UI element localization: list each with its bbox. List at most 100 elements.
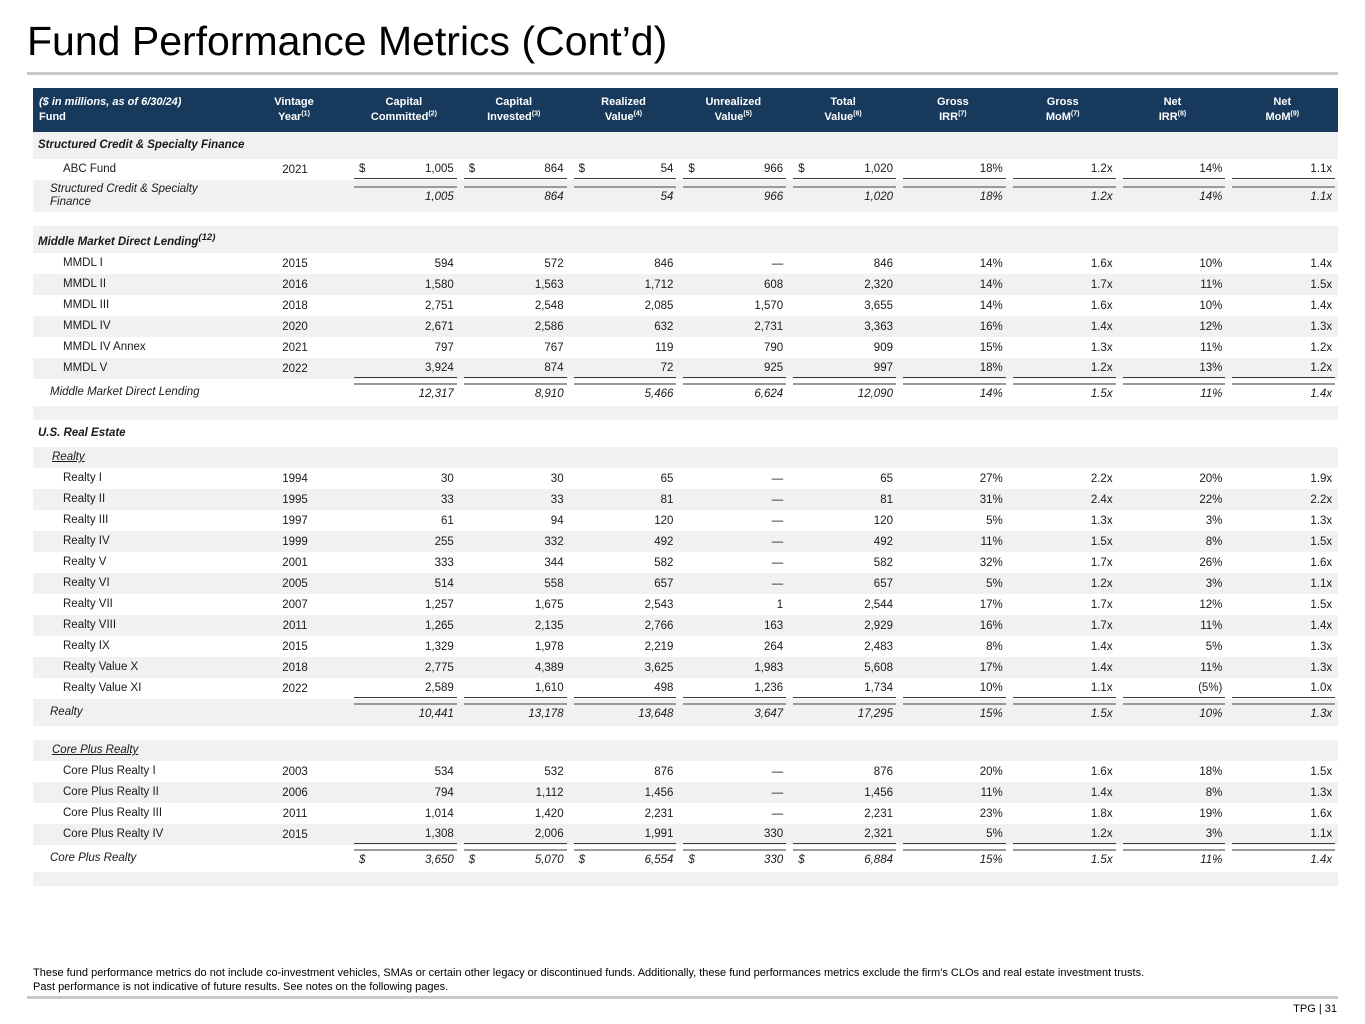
value-cell: 12% <box>1119 316 1229 337</box>
footnote-marker: (7) <box>958 110 967 118</box>
value: 532 <box>544 765 564 778</box>
value: 2,543 <box>644 598 674 611</box>
fund-row: Realty III 1997 61 94 120 — 120 5% 1.3x 3% 1.3x <box>33 510 1338 531</box>
value-cell: 5% <box>899 824 1009 845</box>
value: 582 <box>873 556 893 569</box>
value-cell: 794 <box>350 782 460 803</box>
value: 1,020 <box>864 163 893 175</box>
value: 14% <box>979 278 1003 291</box>
value-cell: 2,589 <box>350 678 460 699</box>
value-cell: 1.9x <box>1228 468 1338 489</box>
section-title-cell: Structured Credit & Specialty Finance <box>33 132 1338 159</box>
footnote-marker: (7) <box>1070 110 1080 118</box>
spacer-row <box>33 406 1339 420</box>
value: 31% <box>979 493 1003 506</box>
value-cell: 1.6x <box>1228 552 1338 573</box>
value: 18% <box>979 191 1003 203</box>
fund-name-cell: Realty II <box>33 489 240 510</box>
value: 3,363 <box>864 320 893 333</box>
fund-name: Realty VIII <box>63 619 117 631</box>
fund-name: Realty V <box>63 556 107 568</box>
footnote-marker: (12) <box>198 231 216 243</box>
value-cell: 14% <box>899 295 1009 316</box>
footnote-marker: (6) <box>853 110 862 118</box>
value: 10% <box>1199 257 1223 270</box>
value-cell: 3% <box>1119 824 1229 845</box>
fund-name: Core Plus Realty <box>50 852 137 864</box>
value: 1,265 <box>425 619 454 632</box>
value-cell: — <box>679 468 789 489</box>
value-cell: 1.4x <box>1228 845 1338 872</box>
value: 1,570 <box>754 299 784 312</box>
value: 14% <box>1199 191 1223 203</box>
fund-name-cell: Realty <box>33 699 240 726</box>
value: 1.5x <box>1090 853 1113 866</box>
fund-name: Realty II <box>63 493 106 505</box>
value-cell: 582 <box>789 552 899 573</box>
value: 1.3x <box>1310 514 1333 527</box>
value: 3,924 <box>425 362 454 374</box>
footnote-marker: (9) <box>1290 110 1300 118</box>
spacer-cell <box>33 406 1338 420</box>
value: 1.4x <box>1090 320 1113 333</box>
value: 11% <box>1200 661 1223 674</box>
fund-name-cell: Realty Value XI <box>33 678 240 699</box>
value: 6,624 <box>754 387 784 400</box>
fund-name-cell: Core Plus Realty II <box>33 782 240 803</box>
value: 3,647 <box>754 707 784 720</box>
vintage-year-cell: 1994 <box>282 472 308 485</box>
value: — <box>771 514 784 527</box>
value-cell: $6,554 <box>570 845 680 872</box>
value-cell: 344 <box>460 552 570 573</box>
dollar-sign: $ <box>688 163 695 175</box>
value: 1.3x <box>1090 514 1113 527</box>
value: 1.0x <box>1310 682 1333 694</box>
value-cell: 1.8x <box>1009 803 1119 824</box>
value: 846 <box>873 257 893 270</box>
value: 1.1x <box>1090 682 1113 694</box>
spacer-cell <box>33 212 1338 226</box>
value-cell: 163 <box>679 615 789 636</box>
value-cell: 1.5x <box>1228 761 1338 782</box>
fund-name-cell: MMDL IV <box>33 316 240 337</box>
value-cell: 332 <box>460 531 570 552</box>
vintage-year-cell: 1997 <box>282 514 308 527</box>
value: 17,295 <box>857 707 893 720</box>
value-cell: 1.1x <box>1228 573 1338 594</box>
fund-name: Realty IX <box>63 640 110 652</box>
value-cell: 1.2x <box>1009 824 1119 845</box>
value-cell: 3,625 <box>570 657 680 678</box>
value-cell: 1,420 <box>460 803 570 824</box>
value-cell: 18% <box>899 180 1009 212</box>
value: 22% <box>1199 493 1223 506</box>
value-cell: 8,910 <box>460 379 570 406</box>
value: — <box>771 577 784 590</box>
value: 12% <box>1199 598 1223 611</box>
value: 6,884 <box>864 853 893 866</box>
value: 1,005 <box>425 191 454 203</box>
value-cell: 255 <box>350 531 460 552</box>
fund-row: Realty VI 2005 514 558 657 — 657 5% 1.2x 3% 1.1x <box>33 573 1339 594</box>
value-cell: $864 <box>460 159 570 180</box>
value: 2,548 <box>534 299 564 312</box>
value-cell: 14% <box>899 379 1009 406</box>
value-cell: 2,548 <box>460 295 570 316</box>
dollar-sign: $ <box>468 853 476 866</box>
value-cell: 1,734 <box>789 678 899 699</box>
value: 1.7x <box>1090 556 1113 569</box>
value-cell: 94 <box>460 510 570 531</box>
value: 255 <box>434 535 454 548</box>
value: 1.4x <box>1090 786 1113 799</box>
dollar-sign: $ <box>798 163 805 175</box>
spacer-cell <box>33 726 1338 740</box>
fund-name: Realty I <box>63 472 102 484</box>
value: 767 <box>544 341 564 354</box>
value-cell: 2,775 <box>350 657 460 678</box>
fund-row: Core Plus Realty II 2006 794 1,112 1,456 — 1,4… <box>33 782 1339 803</box>
value: 2,135 <box>534 619 564 632</box>
vintage-year-cell: 2020 <box>282 320 308 333</box>
value: 1.7x <box>1090 598 1113 611</box>
fund-name: ABC Fund <box>63 163 117 175</box>
value-cell: 12,090 <box>789 379 899 406</box>
fund-row: Realty IX 2015 1,329 1,978 2,219 264 2,483 8% 1.… <box>33 636 1338 657</box>
